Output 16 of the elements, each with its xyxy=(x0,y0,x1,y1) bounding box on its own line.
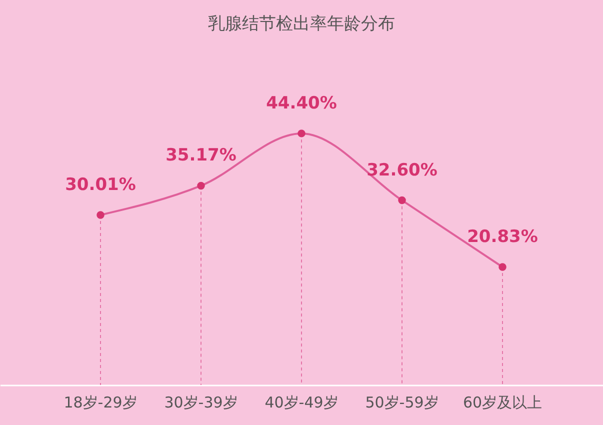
data-label: 35.17% xyxy=(166,146,236,166)
x-tick-label: 30岁-39岁 xyxy=(164,394,238,412)
data-label: 44.40% xyxy=(266,93,337,114)
x-tick-label: 40岁-49岁 xyxy=(264,394,338,412)
point xyxy=(197,182,205,190)
data-label: 32.60% xyxy=(366,160,438,180)
x-tick-label: 60岁及以上 xyxy=(462,394,542,412)
point xyxy=(298,130,306,138)
point xyxy=(96,211,104,219)
chart-title: 乳腺结节检出率年龄分布 xyxy=(208,14,395,34)
data-label: 30.01% xyxy=(65,174,136,195)
x-tick-label: 18岁-29岁 xyxy=(64,394,138,412)
point xyxy=(398,196,406,204)
data-label: 20.83% xyxy=(467,226,538,247)
x-tick-label: 50岁-59岁 xyxy=(365,394,439,412)
point xyxy=(498,263,506,271)
